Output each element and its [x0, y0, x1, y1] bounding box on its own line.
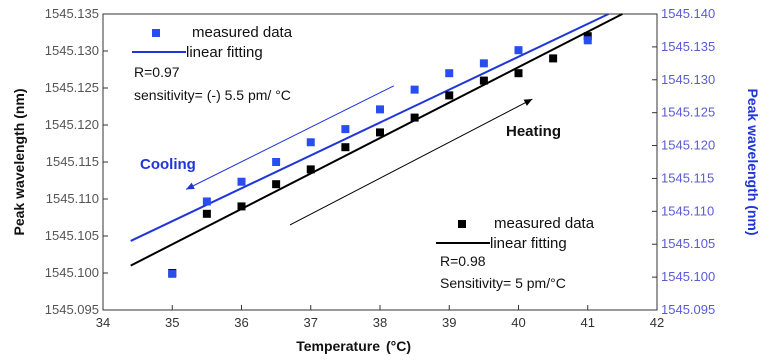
right-tick-label: 1545.120 [661, 138, 715, 153]
heating-data-point [549, 54, 558, 63]
y-axis-title-right: Peak wavelength (nm) [745, 88, 761, 235]
left-axis-ticks: 1545.095 1545.100 1545.105 1545.110 1545.115… [45, 6, 99, 317]
heating-label: Heating [506, 123, 561, 140]
cooling-data-point [479, 59, 488, 68]
legend-top-sensitivity: sensitivity= (-) 5.5 pm/ °C [134, 87, 291, 103]
left-tick-label: 1545.105 [45, 228, 99, 243]
heating-data-point [514, 69, 523, 78]
heating-data-point [237, 202, 246, 211]
left-tick-label: 1545.130 [45, 43, 99, 58]
heating-fit-line [130, 13, 623, 267]
legend-bottom-marker [458, 220, 466, 228]
right-tick-label: 1545.110 [661, 203, 714, 218]
cooling-data-point [168, 269, 177, 278]
cooling-data-point [514, 46, 523, 55]
left-tick-label: 1545.120 [45, 117, 99, 132]
x-tick-label: 39 [442, 315, 456, 330]
heating-data-point [341, 143, 350, 152]
heating-data-point [272, 180, 281, 189]
legend-bottom-r: R=0.98 [440, 253, 486, 269]
right-tick-label: 1545.140 [661, 6, 715, 21]
x-axis-ticks: 34 35 36 37 38 39 40 41 42 [96, 315, 664, 330]
cooling-data-point [410, 85, 419, 94]
left-tick-label: 1545.110 [46, 191, 99, 206]
x-tick-label: 36 [234, 315, 248, 330]
cooling-data-point [376, 105, 384, 114]
legend-top-line-label: linear fitting [186, 44, 263, 61]
legend-top: measured data linear fitting R=0.97 sens… [132, 24, 293, 103]
heating-data-point [479, 76, 488, 85]
legend-top-r: R=0.97 [134, 64, 180, 80]
legend-bottom: measured data linear fitting R=0.98 Sens… [436, 215, 595, 291]
heating-data-point [376, 128, 384, 137]
cooling-label: Cooling [140, 156, 196, 173]
x-tick-label: 34 [96, 315, 110, 330]
legend-bottom-line-label: linear fitting [490, 235, 567, 252]
right-tick-label: 1545.100 [661, 269, 715, 284]
x-tick-label: 41 [581, 315, 595, 330]
legend-top-marker-label: measured data [192, 24, 293, 41]
x-axis-unit: (°C) [386, 338, 411, 354]
right-tick-label: 1545.125 [661, 105, 715, 120]
right-tick-label: 1545.135 [661, 39, 715, 54]
x-axis-title: Temperature [296, 338, 380, 354]
right-tick-label: 1545.115 [661, 170, 714, 185]
left-tick-label: 1545.135 [45, 6, 99, 21]
cooling-data-point [583, 36, 592, 45]
cooling-data-point [272, 158, 281, 166]
cooling-data-point [306, 138, 315, 147]
x-tick-label: 40 [511, 315, 525, 330]
cooling-arrow-head [186, 182, 195, 190]
cooling-data-point [445, 69, 454, 78]
cooling-data-point [202, 197, 211, 206]
left-tick-label: 1545.115 [46, 154, 99, 169]
legend-bottom-marker-label: measured data [494, 215, 595, 232]
tick-marks [102, 13, 658, 311]
data-markers [168, 32, 592, 278]
legend-bottom-sensitivity: Sensitivity= 5 pm/°C [440, 275, 566, 291]
heating-arrow-head [523, 99, 533, 106]
cooling-data-point [237, 177, 246, 186]
heating-data-point [445, 91, 454, 100]
right-tick-label: 1545.105 [661, 236, 715, 251]
heating-data-point [583, 32, 592, 41]
y-axis-title-left: Peak wavelength (nm) [11, 88, 27, 235]
legend-top-marker [152, 29, 160, 37]
right-axis-ticks: 1545.095 1545.100 1545.105 1545.110 1545.115… [661, 6, 715, 317]
right-tick-label: 1545.130 [661, 72, 715, 87]
heating-data-point [306, 165, 315, 174]
x-tick-label: 38 [373, 315, 387, 330]
heating-arrow-shaft [289, 98, 533, 226]
x-tick-label: 42 [650, 315, 664, 330]
left-tick-label: 1545.125 [45, 80, 99, 95]
x-tick-label: 37 [304, 315, 318, 330]
heating-data-point [202, 209, 211, 218]
heating-data-point [410, 113, 419, 122]
right-tick-label: 1545.095 [661, 302, 715, 317]
cooling-arrow-shaft [185, 85, 395, 190]
cooling-data-point [341, 125, 350, 134]
direction-arrows [185, 85, 533, 226]
x-tick-label: 35 [165, 315, 179, 330]
left-tick-label: 1545.100 [45, 265, 99, 280]
left-tick-label: 1545.095 [45, 302, 99, 317]
